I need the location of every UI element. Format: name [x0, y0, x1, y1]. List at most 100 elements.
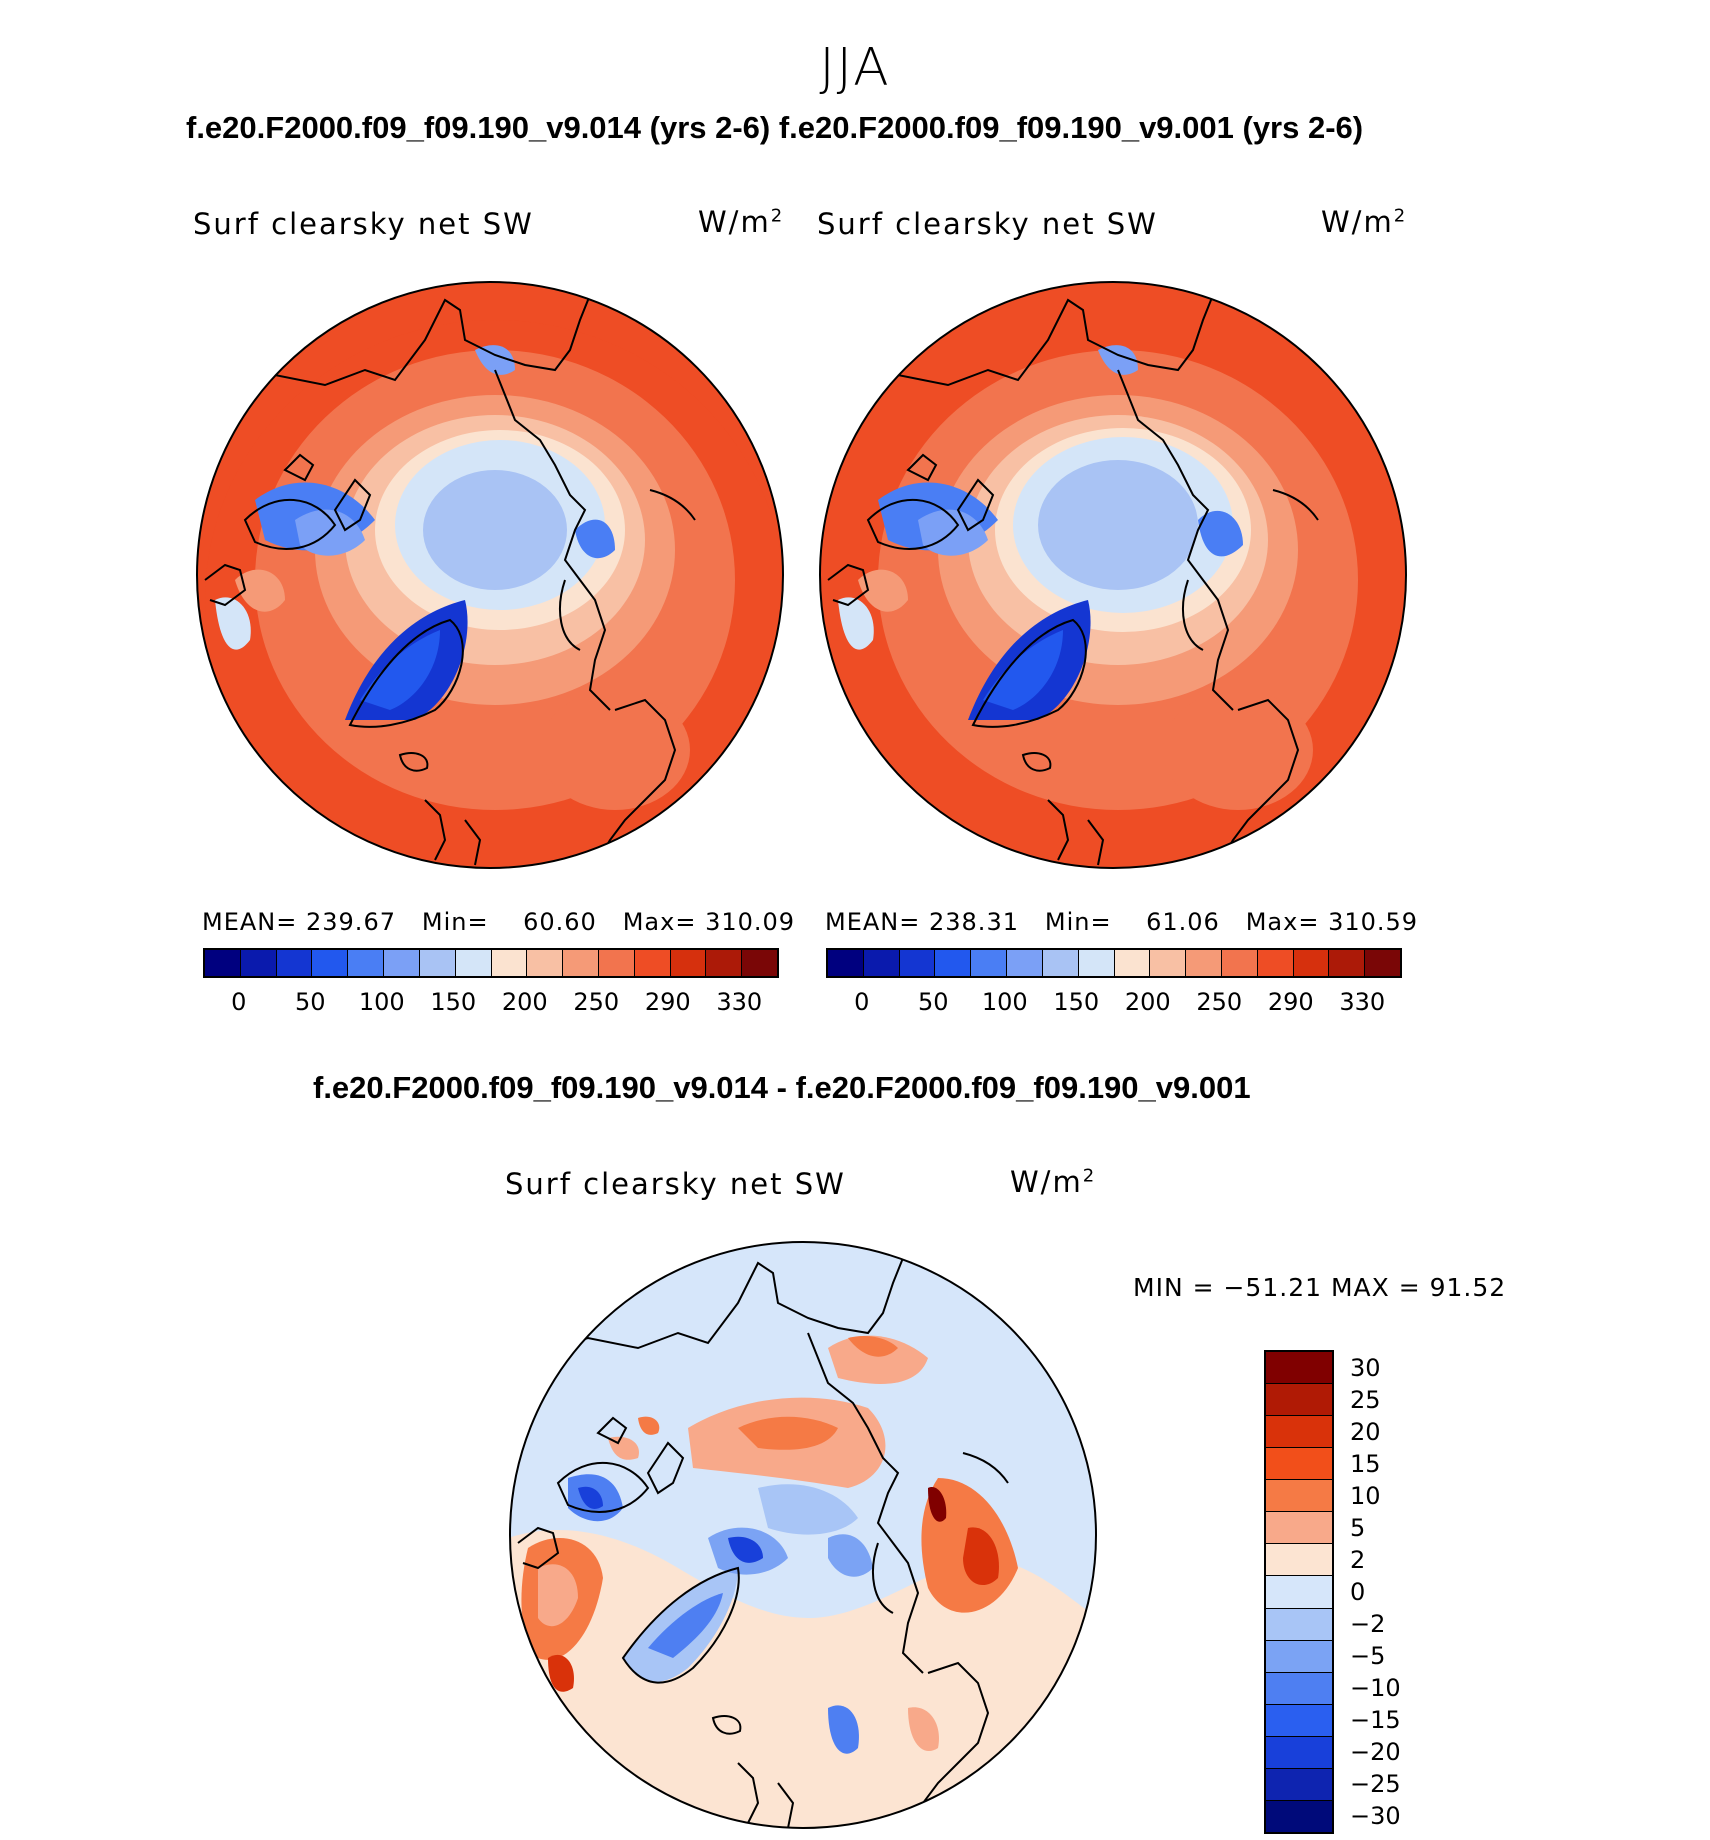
colorbar-box: [598, 950, 635, 976]
colorbar-box: [1329, 950, 1366, 976]
colorbar-tick-label: 10: [1350, 1482, 1381, 1510]
colorbar-box: [1266, 1640, 1332, 1673]
left-colorbar: [203, 948, 779, 978]
diff-minmax: MIN = −51.21 MAX = 91.52: [1133, 1273, 1507, 1302]
left-stats: MEAN= 239.67 Min= 60.60 Max= 310.09: [202, 908, 796, 936]
colorbar-box: [1293, 950, 1330, 976]
colorbar-tick-label: 0: [1350, 1578, 1366, 1606]
right-map-field: [820, 282, 1406, 868]
colorbar-box: [1266, 1576, 1332, 1609]
colorbar-box: [863, 950, 900, 976]
left-coastlines: [204, 294, 696, 866]
left-panel-label: Surf clearsky net SW: [193, 207, 534, 241]
colorbar-box: [828, 950, 864, 976]
colorbar-box: [563, 950, 599, 976]
colorbar-box: [1266, 1544, 1332, 1577]
colorbar-box: [1221, 950, 1258, 976]
colorbar-box: [1266, 1672, 1332, 1705]
colorbar-box: [1266, 1768, 1332, 1801]
colorbar-box: [1114, 950, 1151, 976]
colorbar-box: [312, 950, 349, 976]
colorbar-box: [1266, 1448, 1332, 1481]
diff-map-field: [510, 1242, 1096, 1828]
left-polar-map: [196, 281, 784, 869]
colorbar-box: [205, 950, 241, 976]
colorbar-box: [1150, 950, 1187, 976]
right-coastlines: [827, 294, 1319, 866]
colorbar-tick-label: −2: [1350, 1610, 1386, 1638]
season-title: JJA: [819, 38, 891, 98]
right-colorbar-ticks: 0 50 100 150 200 250 290 330: [826, 988, 1398, 1018]
colorbar-box: [634, 950, 671, 976]
left-colorbar-ticks: 0 50 100 150 200 250 290 330: [203, 988, 775, 1018]
colorbar-box: [1266, 1704, 1332, 1737]
colorbar-tick-label: 200: [1124, 988, 1171, 1016]
colorbar-box: [935, 950, 972, 976]
right-polar-map: [819, 281, 1407, 869]
colorbar-box: [1365, 950, 1400, 976]
diff-plot-title: f.e20.F2000.f09_f09.190_v9.014 - f.e20.F…: [313, 1070, 1251, 1105]
colorbar-box: [706, 950, 743, 976]
colorbar-box: [527, 950, 564, 976]
colorbar-box: [1042, 950, 1079, 976]
colorbar-tick-label: 290: [644, 988, 691, 1016]
colorbar-box: [742, 950, 777, 976]
diff-map-border: [509, 1241, 1097, 1829]
colorbar-box: [1266, 1416, 1332, 1449]
diff-polar-map: [509, 1241, 1097, 1829]
colorbar-box: [419, 950, 456, 976]
colorbar-box: [899, 950, 936, 976]
colorbar-box: [1266, 1736, 1332, 1769]
colorbar-box: [1007, 950, 1043, 976]
colorbar-tick-label: 50: [917, 988, 949, 1016]
colorbar-tick-label: 0: [854, 988, 870, 1016]
colorbar-tick-label: 100: [358, 988, 405, 1016]
right-panel-units: W/m2: [1321, 205, 1408, 239]
colorbar-tick-label: 330: [716, 988, 763, 1016]
colorbar-tick-label: −30: [1350, 1802, 1401, 1830]
top-plot-title: f.e20.F2000.f09_f09.190_v9.014 (yrs 2-6)…: [186, 110, 1364, 145]
colorbar-tick-label: 0: [231, 988, 247, 1016]
colorbar-box: [1266, 1800, 1332, 1832]
colorbar-tick-label: −25: [1350, 1770, 1401, 1798]
colorbar-box: [1078, 950, 1115, 976]
colorbar-box: [1266, 1512, 1332, 1545]
colorbar-tick-label: 250: [1196, 988, 1243, 1016]
colorbar-tick-label: −15: [1350, 1706, 1401, 1734]
colorbar-tick-label: −5: [1350, 1642, 1386, 1670]
colorbar-box: [276, 950, 313, 976]
diff-colorbar: [1264, 1350, 1334, 1834]
diff-panel-label: Surf clearsky net SW: [505, 1167, 846, 1201]
colorbar-box: [1266, 1480, 1332, 1513]
colorbar-tick-label: 290: [1267, 988, 1314, 1016]
colorbar-box: [1257, 950, 1294, 976]
diff-colorbar-ticks: 30 25 20 15 10 5 2 0 −2 −5 −10 −15 −20 −25 −30: [1350, 1350, 1470, 1830]
colorbar-box: [1186, 950, 1222, 976]
left-map-border: [196, 281, 784, 869]
colorbar-tick-label: 15: [1350, 1450, 1381, 1478]
colorbar-box: [670, 950, 707, 976]
colorbar-tick-label: 50: [294, 988, 326, 1016]
colorbar-tick-label: −20: [1350, 1738, 1401, 1766]
left-map-field: [197, 282, 783, 868]
colorbar-box: [384, 950, 420, 976]
colorbar-box: [491, 950, 528, 976]
right-stats: MEAN= 238.31 Min= 61.06 Max= 310.59: [825, 908, 1419, 936]
colorbar-box: [1266, 1384, 1332, 1417]
colorbar-tick-label: 250: [573, 988, 620, 1016]
diff-panel-units: W/m2: [1010, 1165, 1097, 1199]
colorbar-box: [240, 950, 277, 976]
colorbar-tick-label: 100: [981, 988, 1028, 1016]
colorbar-box: [971, 950, 1008, 976]
left-panel-units: W/m2: [698, 205, 785, 239]
colorbar-box: [348, 950, 385, 976]
colorbar-box: [1266, 1608, 1332, 1641]
colorbar-tick-label: 30: [1350, 1354, 1381, 1382]
colorbar-tick-label: 150: [430, 988, 477, 1016]
colorbar-tick-label: 2: [1350, 1546, 1366, 1574]
right-panel-label: Surf clearsky net SW: [817, 207, 1158, 241]
colorbar-tick-label: 5: [1350, 1514, 1366, 1542]
colorbar-tick-label: 150: [1053, 988, 1100, 1016]
colorbar-tick-label: 25: [1350, 1386, 1381, 1414]
colorbar-box: [1266, 1352, 1332, 1385]
